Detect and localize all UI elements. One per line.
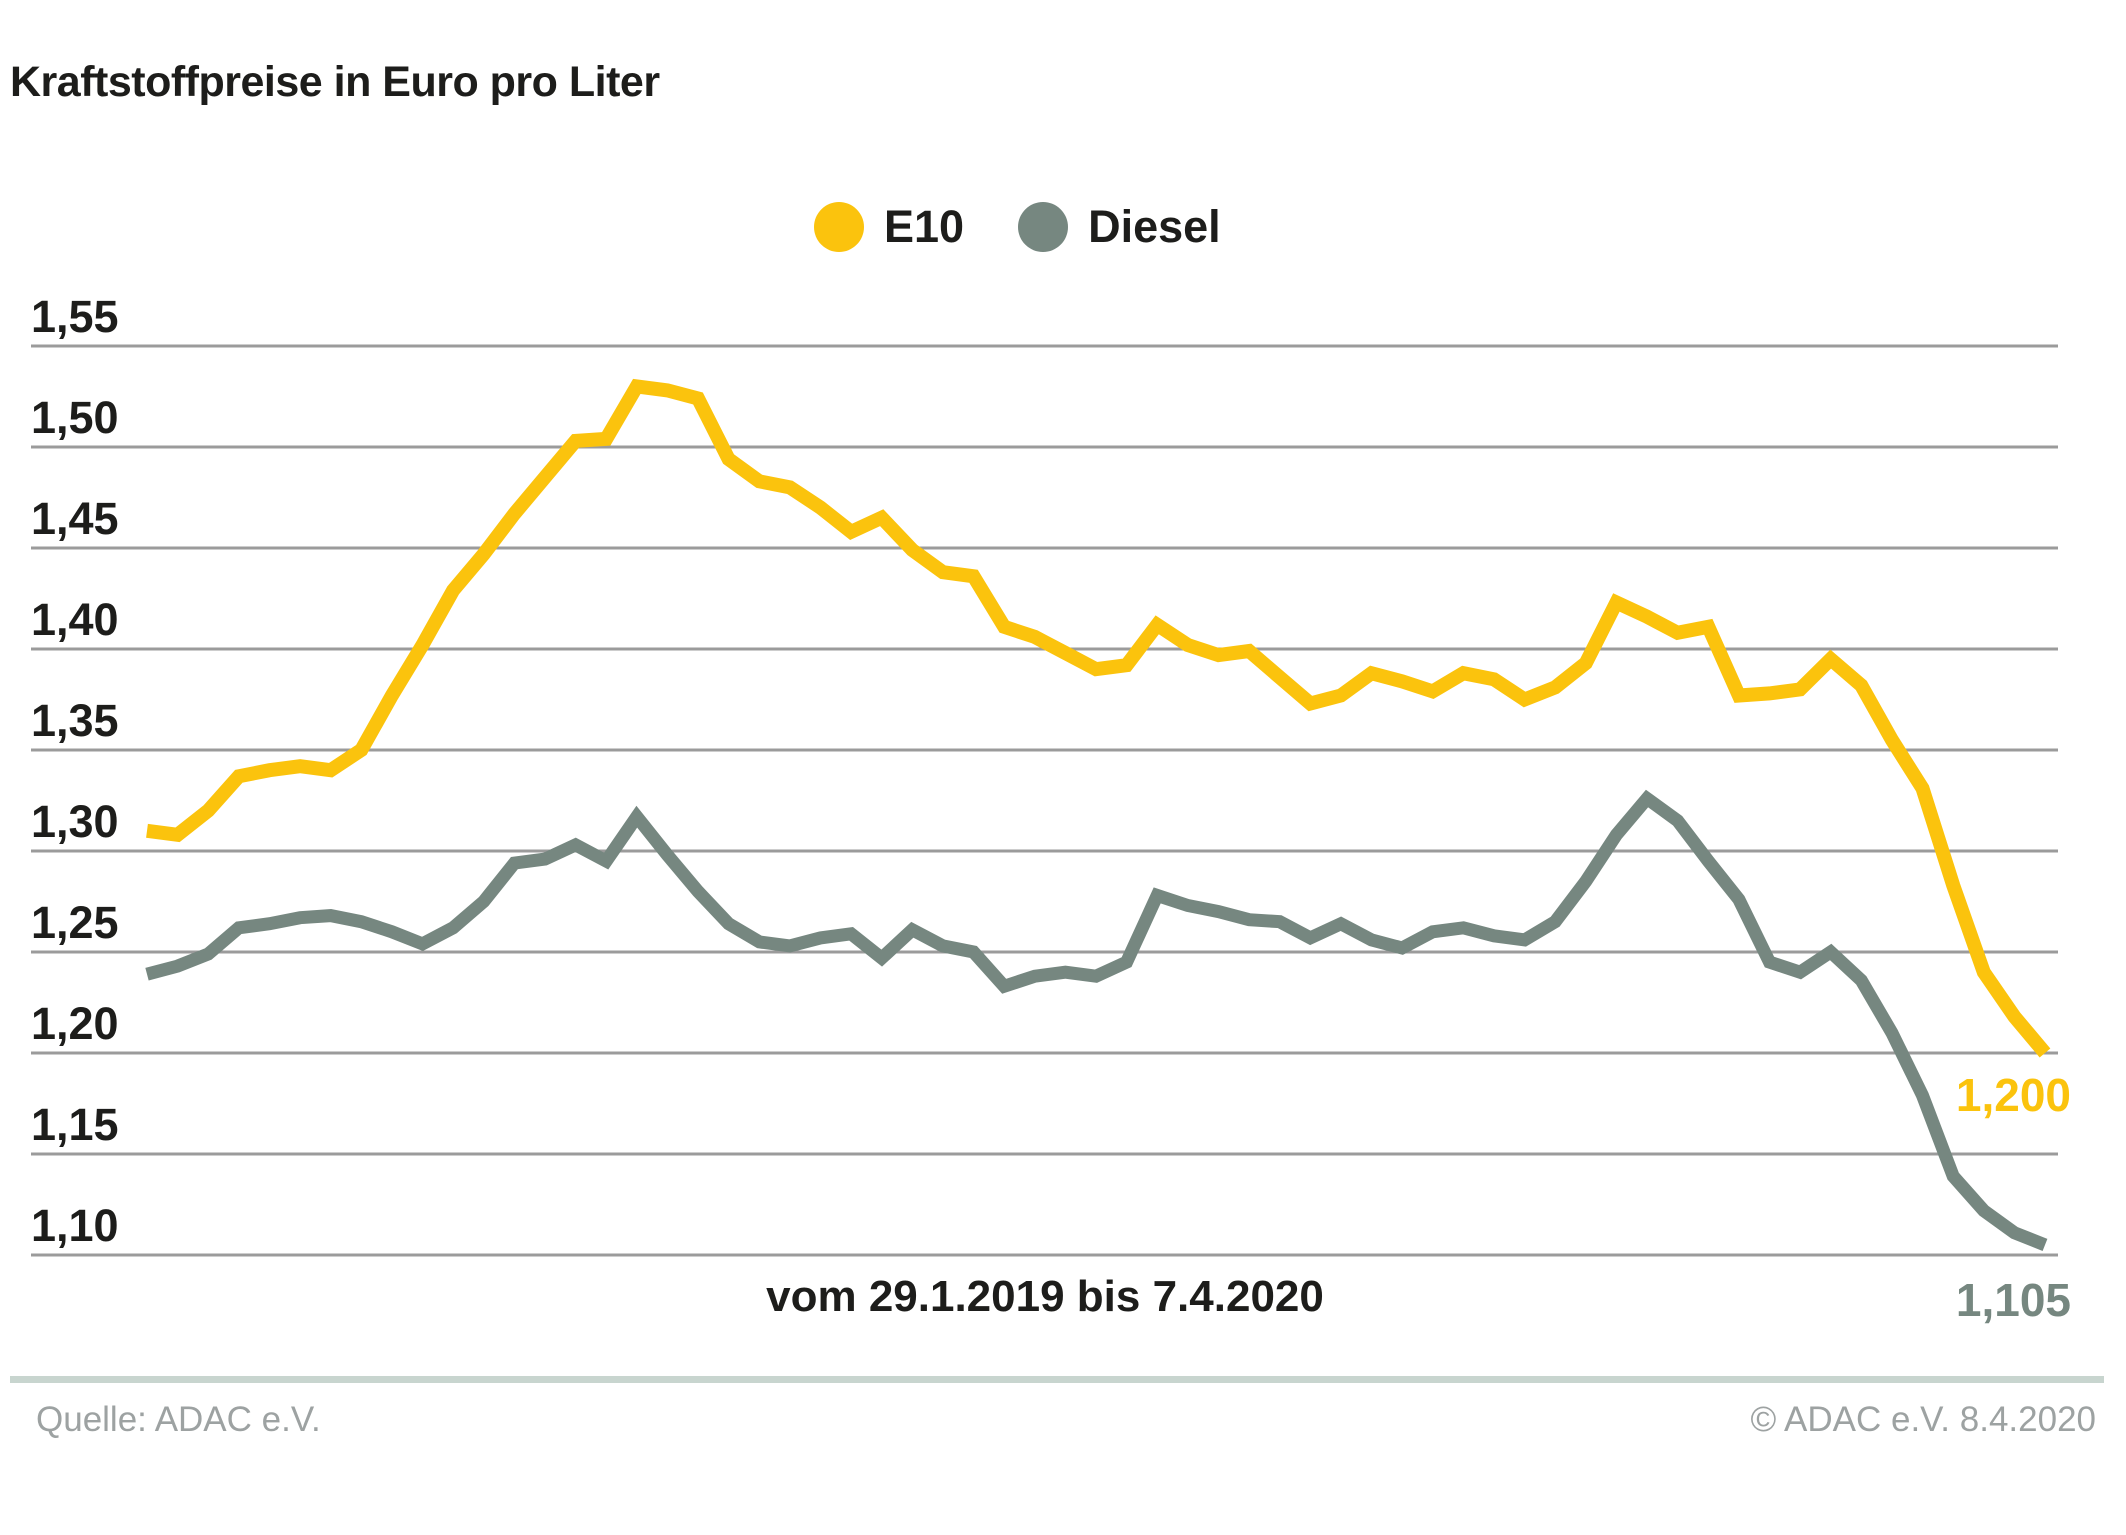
y-tick-label: 1,15 <box>31 1099 119 1150</box>
y-tick-label: 1,50 <box>31 392 119 443</box>
y-tick-label: 1,55 <box>31 291 119 342</box>
e10-swatch-icon <box>814 202 864 252</box>
y-tick-label: 1,45 <box>31 493 119 544</box>
footer-divider <box>10 1376 2104 1383</box>
legend-item-diesel: Diesel <box>1018 201 1221 253</box>
diesel-line <box>145 789 2048 1251</box>
legend-label-e10: E10 <box>884 201 965 252</box>
gridlines <box>31 344 2058 1257</box>
y-tick-label: 1,40 <box>31 594 119 645</box>
copyright-caption: © ADAC e.V. 8.4.2020 <box>1750 1400 2096 1439</box>
diesel-swatch-icon <box>1018 202 1069 252</box>
legend-item-e10: E10 <box>814 201 964 253</box>
y-tick-label: 1,10 <box>31 1200 119 1251</box>
x-axis-caption: vom 29.1.2019 bis 7.4.2020 <box>766 1272 1324 1321</box>
y-tick-label: 1,20 <box>31 998 119 1049</box>
e10-end-value-label: 1,200 <box>1955 1069 2071 1121</box>
y-tick-label: 1,25 <box>31 897 119 948</box>
legend-label-diesel: Diesel <box>1088 201 1221 252</box>
page-title: Kraftstoffpreise in Euro pro Liter <box>10 58 660 106</box>
y-tick-label: 1,35 <box>31 695 119 746</box>
y-tick-label: 1,30 <box>31 796 119 847</box>
diesel-end-value-label: 1,105 <box>1955 1274 2071 1326</box>
source-caption: Quelle: ADAC e.V. <box>36 1400 321 1439</box>
e10-line <box>146 378 2051 1058</box>
chart-legend: E10 Diesel <box>814 201 1221 253</box>
